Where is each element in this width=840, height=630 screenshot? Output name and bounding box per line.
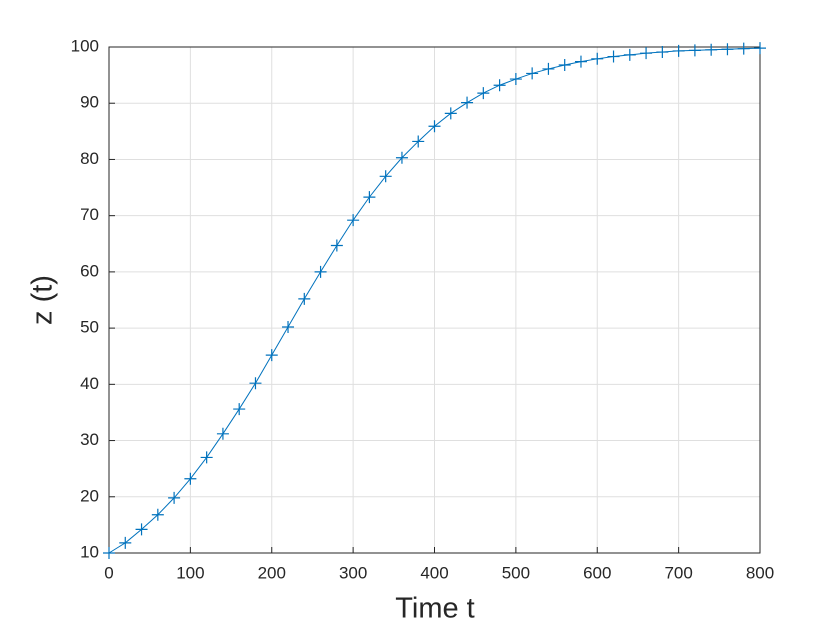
marker xyxy=(526,67,539,80)
marker xyxy=(103,547,115,559)
marker xyxy=(314,265,327,278)
marker xyxy=(347,214,360,227)
marker xyxy=(558,58,571,71)
marker xyxy=(200,451,213,464)
y-tick-label: 20 xyxy=(80,486,99,505)
y-tick-label: 10 xyxy=(80,542,99,561)
marker xyxy=(640,47,653,60)
marker xyxy=(542,62,555,75)
marker xyxy=(249,377,262,390)
marker xyxy=(265,349,278,362)
y-tick-label: 80 xyxy=(80,149,99,168)
marker xyxy=(298,292,311,305)
marker xyxy=(672,44,685,57)
marker xyxy=(509,73,522,86)
x-tick-label: 600 xyxy=(583,563,611,582)
x-tick-label: 400 xyxy=(420,563,448,582)
marker xyxy=(444,107,457,120)
marker xyxy=(623,48,636,61)
marker xyxy=(135,523,148,536)
marker xyxy=(233,403,246,416)
marker xyxy=(282,320,295,333)
marker xyxy=(216,427,229,440)
y-tick-label: 40 xyxy=(80,374,99,393)
marker xyxy=(477,87,490,100)
marker xyxy=(493,79,506,92)
y-tick-label: 60 xyxy=(80,261,99,280)
marker xyxy=(656,46,669,59)
y-tick-label: 70 xyxy=(80,205,99,224)
marker xyxy=(737,42,750,55)
x-tick-label: 300 xyxy=(339,563,367,582)
marker xyxy=(330,239,343,252)
x-axis-label: Time t xyxy=(395,593,474,625)
marker xyxy=(168,491,181,504)
y-tick-label: 90 xyxy=(80,93,99,112)
marker xyxy=(363,191,376,204)
marker xyxy=(574,55,587,68)
x-tick-label: 0 xyxy=(104,563,113,582)
x-tick-label: 200 xyxy=(258,563,286,582)
marker xyxy=(591,52,604,65)
y-tick-label: 50 xyxy=(80,318,99,337)
y-tick-label: 30 xyxy=(80,430,99,449)
marker xyxy=(379,170,392,183)
marker xyxy=(412,135,425,148)
marker xyxy=(184,472,197,485)
marker xyxy=(119,536,132,549)
x-tick-label: 700 xyxy=(664,563,692,582)
marker xyxy=(395,151,408,164)
marker xyxy=(461,96,474,109)
marker xyxy=(754,42,766,55)
marker xyxy=(151,508,164,521)
x-tick-label: 100 xyxy=(176,563,204,582)
marker xyxy=(705,43,718,56)
x-tick-label: 500 xyxy=(502,563,530,582)
y-axis-label: z (t) xyxy=(27,275,59,325)
plot-frame xyxy=(108,46,761,554)
marker xyxy=(428,120,441,133)
marker xyxy=(721,43,734,56)
y-tick-label: 100 xyxy=(71,36,99,55)
marker xyxy=(607,50,620,63)
x-tick-label: 800 xyxy=(746,563,774,582)
marker xyxy=(688,44,701,57)
